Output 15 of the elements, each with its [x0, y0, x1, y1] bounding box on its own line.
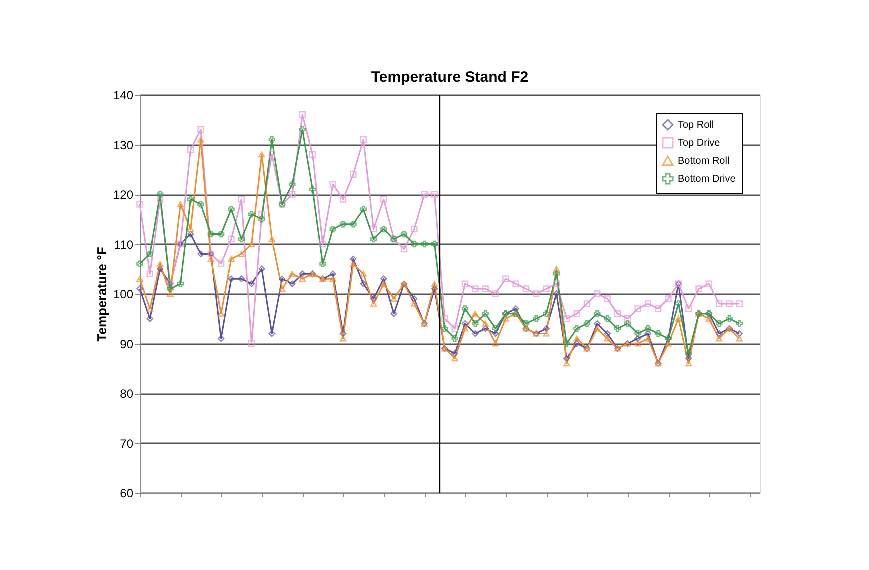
y-axis-title: Temperature °F [94, 247, 110, 342]
y-tick-label: 100 [113, 288, 134, 302]
y-tick-label: 110 [114, 238, 134, 252]
y-tick-label: 130 [113, 138, 134, 152]
y-tick-label: 80 [120, 387, 134, 401]
y-tick-label: 140 [113, 88, 134, 102]
legend-label: Bottom Roll [678, 156, 730, 167]
y-tick-label: 70 [120, 436, 134, 451]
y-tick-label: 120 [113, 188, 134, 202]
legend-label: Top Roll [678, 120, 714, 131]
chart-title: Temperature Stand F2 [371, 69, 529, 86]
y-tick-label: 90 [120, 337, 134, 352]
legend-label: Top Drive [678, 138, 721, 149]
y-tick-label: 60 [120, 486, 134, 500]
legend-label: Bottom Drive [678, 174, 736, 185]
